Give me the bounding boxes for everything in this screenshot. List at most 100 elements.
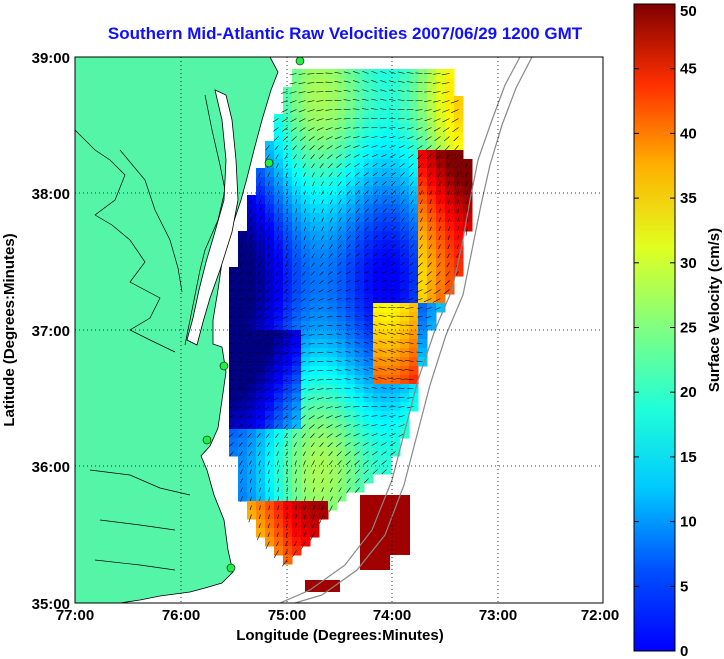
- velocity-cell: [229, 438, 239, 448]
- velocity-vector: [238, 406, 243, 409]
- velocity-cell: [274, 276, 284, 286]
- velocity-vector: [387, 315, 396, 317]
- velocity-vector: [346, 181, 351, 187]
- velocity-cell: [427, 276, 437, 286]
- velocity-vector: [369, 331, 378, 335]
- velocity-vector: [344, 442, 351, 447]
- velocity-cell: [409, 186, 419, 196]
- velocity-vector: [346, 208, 351, 214]
- velocity-vector: [327, 442, 333, 448]
- velocity-vector: [265, 415, 270, 419]
- velocity-vector: [353, 424, 360, 427]
- velocity-vector: [335, 424, 342, 428]
- velocity-vector: [335, 154, 342, 159]
- velocity-cell: [436, 114, 446, 124]
- velocity-vector: [389, 433, 396, 437]
- velocity-cell: [274, 348, 284, 358]
- velocity-vector: [265, 289, 270, 293]
- velocity-cell: [247, 321, 257, 331]
- velocity-cell: [283, 456, 293, 466]
- velocity-cell: [364, 177, 374, 187]
- velocity-cell: [310, 411, 320, 421]
- velocity-vector: [265, 298, 270, 302]
- velocity-cell: [337, 267, 347, 277]
- velocity-cell: [256, 249, 266, 259]
- velocity-cell: [409, 258, 419, 268]
- velocity-vector: [291, 307, 297, 311]
- velocity-cell: [391, 258, 401, 268]
- velocity-vector: [283, 298, 288, 302]
- velocity-cell: [337, 429, 347, 439]
- velocity-cell: [409, 339, 419, 349]
- velocity-cell: [418, 312, 428, 322]
- velocity-vector: [381, 172, 387, 177]
- velocity-cell: [427, 249, 437, 259]
- velocity-vector: [320, 244, 324, 250]
- velocity-cell: [364, 69, 374, 79]
- velocity-cell: [238, 276, 248, 286]
- velocity-vector: [364, 208, 369, 213]
- velocity-vector: [404, 378, 414, 380]
- velocity-vector: [432, 298, 441, 303]
- velocity-vector: [337, 262, 342, 267]
- velocity-vector: [311, 262, 315, 268]
- velocity-vector: [345, 280, 351, 283]
- velocity-vector: [258, 172, 261, 178]
- velocity-vector: [415, 280, 423, 285]
- velocity-vector: [363, 332, 369, 335]
- velocity-vector: [389, 71, 396, 74]
- velocity-vector: [286, 235, 288, 241]
- velocity-vector: [354, 469, 360, 475]
- velocity-cell: [391, 402, 401, 412]
- velocity-cell: [373, 366, 383, 376]
- velocity-vector: [256, 298, 261, 301]
- velocity-vector: [308, 325, 315, 327]
- velocity-vector: [442, 109, 450, 113]
- velocity-cell: [283, 555, 293, 565]
- velocity-vector: [291, 343, 297, 345]
- velocity-cell: [328, 123, 338, 133]
- velocity-cell: [247, 222, 257, 232]
- velocity-vector: [408, 163, 414, 168]
- velocity-vector: [354, 181, 360, 186]
- velocity-vector: [401, 226, 405, 231]
- velocity-cell: [445, 114, 455, 124]
- velocity-cell: [301, 447, 311, 457]
- velocity-vector: [320, 226, 324, 232]
- velocity-cell: [310, 213, 320, 223]
- velocity-vector: [303, 235, 306, 241]
- velocity-cell: [229, 357, 239, 367]
- velocity-cell: [229, 294, 239, 304]
- velocity-vector: [327, 298, 333, 301]
- velocity-cell: [319, 204, 329, 214]
- velocity-vector: [391, 208, 396, 213]
- velocity-vector: [386, 377, 396, 380]
- velocity-vector: [364, 226, 369, 231]
- velocity-cell: [382, 348, 392, 358]
- velocity-vector: [299, 343, 306, 345]
- velocity-cell: [301, 519, 311, 529]
- velocity-cell: [247, 276, 257, 286]
- velocity-cell: [355, 366, 365, 376]
- velocity-cell: [247, 357, 257, 367]
- velocity-cell: [283, 420, 293, 430]
- velocity-cell: [382, 330, 392, 340]
- velocity-cell: [283, 276, 293, 286]
- velocity-vector: [417, 307, 423, 309]
- velocity-cell: [274, 375, 284, 385]
- velocity-vector: [380, 154, 387, 158]
- velocity-vector: [240, 487, 243, 493]
- velocity-cell: [409, 330, 419, 340]
- velocity-vector: [274, 370, 279, 373]
- velocity-vector: [363, 289, 369, 291]
- velocity-cell: [292, 303, 302, 313]
- velocity-vector: [433, 100, 441, 103]
- velocity-cell: [373, 195, 383, 205]
- velocity-cell: [382, 114, 392, 124]
- velocity-vector: [309, 289, 315, 293]
- velocity-cell: [328, 330, 338, 340]
- velocity-cell: [238, 411, 248, 421]
- velocity-vector: [317, 397, 324, 400]
- velocity-cell: [346, 357, 356, 367]
- velocity-cell: [292, 132, 302, 142]
